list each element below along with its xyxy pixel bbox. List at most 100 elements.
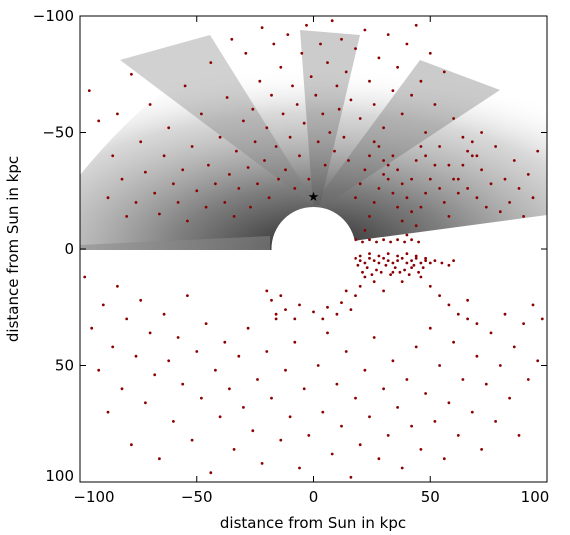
data-point — [508, 201, 511, 204]
data-point — [340, 424, 343, 428]
data-point — [377, 145, 381, 148]
data-point — [228, 173, 231, 176]
data-point — [377, 187, 381, 190]
data-point — [526, 173, 530, 176]
data-point — [375, 268, 378, 272]
data-point — [410, 266, 413, 269]
data-point — [424, 131, 427, 134]
data-point — [321, 410, 325, 414]
data-point — [272, 42, 276, 46]
data-point — [400, 466, 404, 470]
data-point — [405, 42, 409, 46]
data-point — [363, 261, 367, 265]
data-point — [363, 229, 367, 232]
data-point — [195, 350, 199, 353]
data-point — [270, 298, 273, 302]
data-point — [207, 163, 210, 167]
data-point — [162, 312, 166, 316]
data-point — [403, 268, 406, 272]
data-point — [419, 205, 423, 209]
data-point — [356, 263, 360, 267]
data-point — [452, 177, 455, 181]
data-point — [494, 420, 497, 423]
data-point — [456, 191, 460, 195]
data-point — [176, 201, 180, 204]
data-point — [456, 434, 460, 437]
data-point — [438, 187, 441, 190]
data-point — [414, 224, 418, 228]
data-point — [440, 261, 444, 265]
data-point — [214, 368, 217, 372]
data-point — [288, 415, 292, 419]
data-point — [116, 112, 119, 116]
data-point — [522, 215, 525, 218]
data-point — [368, 79, 371, 83]
data-point — [372, 280, 376, 283]
data-point — [419, 275, 423, 279]
data-point — [475, 154, 479, 158]
data-point — [433, 259, 437, 262]
data-point — [414, 345, 418, 349]
data-point — [480, 131, 483, 134]
data-point — [288, 135, 292, 139]
data-point — [370, 273, 374, 276]
data-point — [228, 387, 231, 391]
data-point — [258, 79, 262, 83]
data-point — [424, 256, 427, 260]
data-point — [508, 396, 511, 400]
data-point — [286, 33, 290, 36]
data-point — [391, 154, 395, 158]
data-point — [400, 280, 404, 283]
data-point — [101, 303, 105, 307]
data-point — [305, 23, 308, 27]
data-point — [377, 261, 381, 265]
data-point — [230, 37, 234, 41]
data-point — [302, 387, 306, 391]
data-point — [386, 434, 390, 437]
data-point — [251, 107, 255, 111]
data-point — [484, 205, 488, 209]
data-point — [200, 112, 203, 116]
data-point — [111, 154, 115, 158]
data-point — [260, 462, 264, 465]
data-point — [183, 84, 187, 88]
x-tick-label: −100 — [73, 488, 114, 506]
data-point — [396, 259, 399, 262]
data-point — [307, 434, 311, 437]
data-point — [223, 340, 227, 344]
data-point — [293, 340, 297, 344]
data-point — [344, 70, 348, 74]
data-point — [419, 448, 423, 451]
data-point — [461, 135, 465, 139]
data-point — [512, 345, 516, 349]
data-point — [148, 331, 152, 335]
data-point — [323, 163, 327, 167]
data-point — [536, 149, 540, 153]
data-point — [382, 387, 385, 391]
data-point — [302, 121, 306, 125]
data-point — [326, 305, 329, 309]
data-point — [274, 145, 278, 148]
data-point — [125, 215, 129, 218]
data-point — [386, 33, 390, 36]
data-point — [361, 240, 364, 244]
data-point — [375, 240, 378, 244]
x-tick-label: −50 — [181, 488, 213, 506]
data-point — [372, 201, 376, 204]
data-point — [382, 159, 385, 162]
data-point — [391, 89, 395, 92]
data-point — [400, 182, 404, 186]
data-point — [424, 392, 427, 395]
data-point — [232, 215, 236, 218]
data-point — [470, 140, 474, 144]
x-tick-label: 100 — [521, 488, 550, 506]
data-point — [503, 312, 507, 316]
data-point — [354, 47, 357, 50]
data-point — [167, 359, 171, 363]
data-point — [358, 117, 362, 120]
data-point — [218, 415, 222, 419]
data-point — [321, 112, 325, 116]
data-point — [372, 336, 376, 339]
data-point — [298, 303, 301, 307]
y-tick-label: 50 — [55, 357, 74, 375]
